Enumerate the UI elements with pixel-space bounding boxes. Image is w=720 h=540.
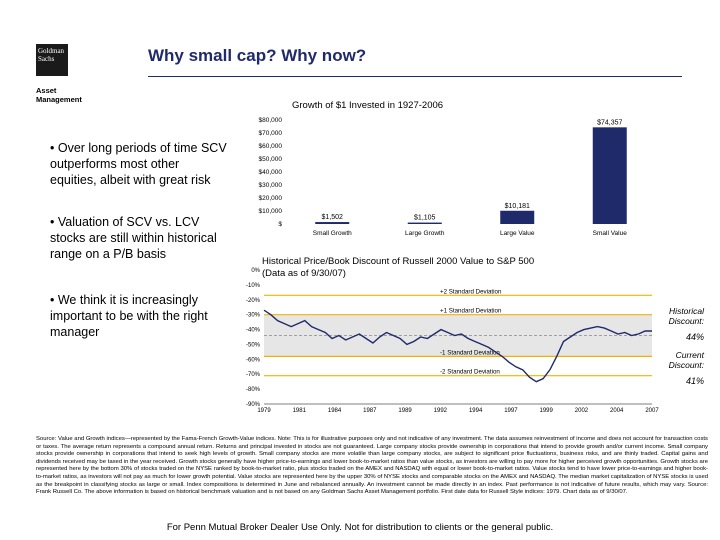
std-dev-label: -2 Standard Deviation bbox=[440, 369, 500, 376]
bar-y-tick-label: $20,000 bbox=[259, 195, 283, 202]
current-discount-value: 41% bbox=[685, 376, 704, 386]
line-y-tick-label: -70% bbox=[246, 372, 261, 378]
footer-disclaimer: For Penn Mutual Broker Dealer Use Only. … bbox=[166, 522, 554, 533]
line-x-tick-label: 1989 bbox=[398, 408, 412, 414]
bar bbox=[407, 222, 442, 224]
logo-text: Goldman Sachs bbox=[38, 47, 65, 63]
bar-y-tick-label: $50,000 bbox=[259, 156, 283, 163]
line-x-tick-label: 1999 bbox=[540, 408, 554, 414]
bar-y-tick-label: $10,000 bbox=[259, 208, 283, 215]
bullet-2: • Valuation of SCV vs. LCV stocks are st… bbox=[50, 215, 217, 261]
bullet-3: • We think it is increasingly important … bbox=[50, 293, 208, 339]
bar bbox=[500, 210, 535, 224]
line-y-tick-label: 0% bbox=[251, 268, 260, 274]
bar bbox=[592, 127, 627, 224]
asset-management-label: Asset Management bbox=[36, 86, 82, 104]
line-x-tick-label: 1979 bbox=[257, 408, 271, 414]
goldman-sachs-logo bbox=[36, 44, 68, 76]
bar-category-label: Small Value bbox=[593, 230, 628, 237]
bar-y-tick-label: $ bbox=[278, 221, 282, 228]
title-divider bbox=[148, 76, 682, 77]
std-dev-label: +2 Standard Deviation bbox=[440, 288, 502, 295]
bar-data-label: $1,502 bbox=[322, 214, 344, 221]
historical-discount-value: 44% bbox=[685, 332, 704, 342]
std-dev-label: +1 Standard Deviation bbox=[440, 308, 502, 315]
bar-y-tick-label: $60,000 bbox=[259, 143, 283, 150]
bar-category-label: Large Value bbox=[500, 230, 535, 237]
bar-y-tick-label: $80,000 bbox=[259, 117, 283, 124]
line-x-tick-label: 1994 bbox=[469, 408, 483, 414]
line-x-tick-label: 1984 bbox=[328, 408, 342, 414]
line-y-tick-label: -20% bbox=[246, 298, 261, 304]
line-x-tick-label: 2004 bbox=[610, 408, 624, 414]
page-title: Why small cap? Why now? bbox=[148, 46, 367, 65]
line-y-tick-label: -50% bbox=[246, 342, 261, 348]
bar-category-label: Large Growth bbox=[405, 230, 445, 237]
line-x-tick-label: 2007 bbox=[645, 408, 659, 414]
line-x-tick-label: 1992 bbox=[434, 408, 448, 414]
growth-bar-chart: $80,000 $70,000 $60,000 $50,000 $40,000 $30,0… bbox=[259, 117, 628, 237]
line-x-tick-label: 2002 bbox=[575, 408, 589, 414]
line-y-tick-label: -80% bbox=[246, 387, 261, 393]
line-x-tick-label: 1981 bbox=[293, 408, 307, 414]
line-y-tick-label: -60% bbox=[246, 357, 261, 363]
line-y-tick-label: -30% bbox=[246, 313, 261, 319]
line-y-tick-label: -40% bbox=[246, 328, 261, 334]
bar-category-label: Small Growth bbox=[313, 230, 352, 237]
bar-data-label: $74,357 bbox=[597, 119, 622, 126]
source-disclaimer: Source: Value and Growth indices—represe… bbox=[36, 436, 708, 496]
discount-line-chart: 0% -10% -20% -30% -40% -50% -60% -70% -80% -90% +2… bbox=[246, 268, 659, 414]
current-discount-label: Current Discount: bbox=[668, 350, 704, 370]
line-x-tick-label: 1997 bbox=[504, 408, 518, 414]
bar-y-tick-label: $70,000 bbox=[259, 130, 283, 137]
discount-series-line bbox=[263, 309, 652, 383]
bar bbox=[315, 222, 350, 224]
bar-chart-title: Growth of $1 Invested in 1927-2006 bbox=[292, 100, 444, 111]
historical-discount-label: Historical Discount: bbox=[668, 306, 704, 326]
line-y-tick-label: -10% bbox=[246, 283, 261, 289]
bar-y-tick-label: $30,000 bbox=[259, 182, 283, 189]
bar-data-label: $10,181 bbox=[505, 203, 530, 210]
std-dev-label: -1 Standard Deviation bbox=[440, 349, 500, 356]
line-y-tick-label: -90% bbox=[246, 402, 261, 408]
line-x-tick-label: 1987 bbox=[363, 408, 377, 414]
bullet-1: • Over long periods of time SCV outperfo… bbox=[50, 141, 227, 187]
bar-y-tick-label: $40,000 bbox=[259, 169, 283, 176]
bar-data-label: $1,105 bbox=[414, 215, 436, 222]
discount-chart-title: Historical Price/Book Discount of Russel… bbox=[262, 256, 535, 279]
